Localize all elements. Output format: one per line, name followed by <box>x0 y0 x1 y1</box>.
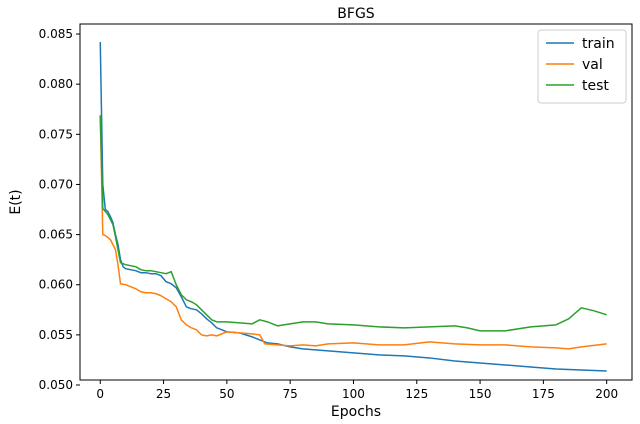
x-ticks: 0 25 50 75 100 125 150 175 200 <box>96 380 618 401</box>
chart-title: BFGS <box>337 6 375 22</box>
legend-label-train: train <box>582 36 615 52</box>
y-tick-label: 0.065 <box>39 228 73 242</box>
x-tick-label: 100 <box>342 387 365 401</box>
x-tick-label: 200 <box>595 387 618 401</box>
legend-label-val: val <box>582 57 603 73</box>
y-tick-label: 0.080 <box>39 77 73 91</box>
y-tick-label: 0.055 <box>39 328 73 342</box>
y-tick-label: 0.075 <box>39 127 73 141</box>
legend: train val test <box>537 29 627 104</box>
x-tick-label: 75 <box>283 387 298 401</box>
y-tick-label: 0.050 <box>39 378 73 392</box>
series-line-test <box>99 115 607 332</box>
axes-frame <box>79 23 633 381</box>
x-tick-label: 150 <box>469 387 492 401</box>
x-axis-label: Epochs <box>331 404 381 420</box>
x-tick-label: 175 <box>532 387 555 401</box>
x-tick-label: 125 <box>405 387 428 401</box>
x-tick-label: 25 <box>156 387 171 401</box>
series-line-val <box>99 116 607 350</box>
x-tick-label: 50 <box>219 387 234 401</box>
y-tick-label: 0.060 <box>39 278 73 292</box>
y-axis-label: E(t) <box>8 189 24 214</box>
x-tick-label: 0 <box>96 387 104 401</box>
series-layer <box>99 42 607 372</box>
y-ticks: 0.050 0.055 0.060 0.065 0.070 0.075 0.080 0.085 <box>39 27 80 392</box>
y-tick-label: 0.085 <box>39 27 73 41</box>
series-line-train <box>99 42 607 372</box>
y-tick-label: 0.070 <box>39 177 73 191</box>
legend-label-test: test <box>582 78 609 94</box>
